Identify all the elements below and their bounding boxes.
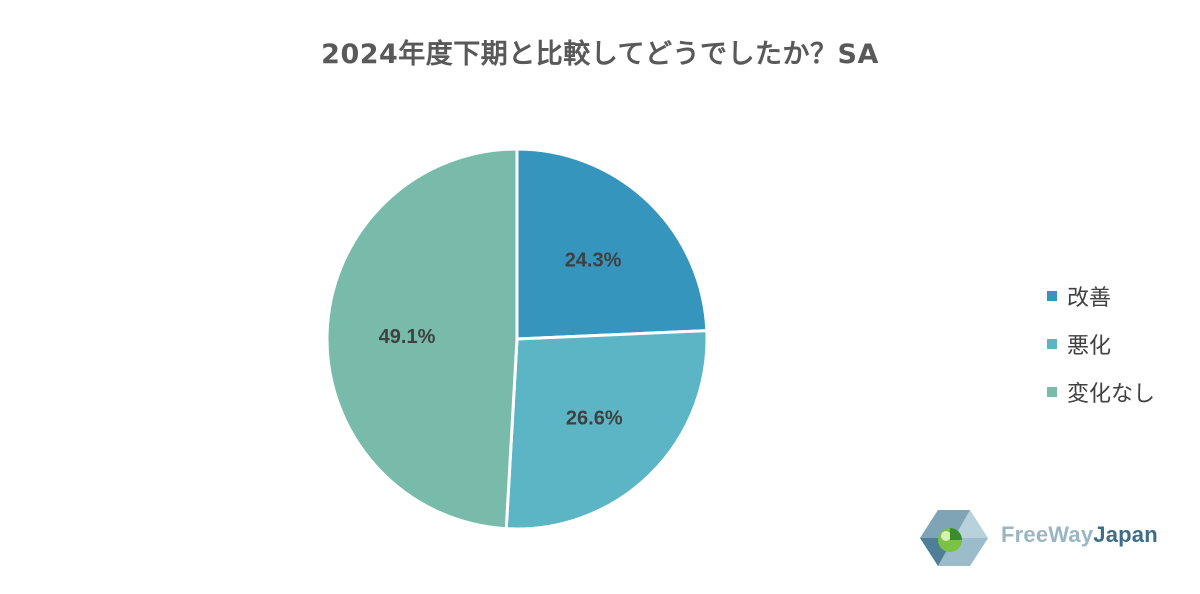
legend-label: 改善: [1067, 286, 1112, 311]
slice-data-label: 49.1%: [379, 326, 436, 348]
freewayjapan-logo: FreeWayJapan: [914, 506, 1174, 570]
legend-label: 悪化: [1067, 334, 1112, 359]
slice-data-label: 26.6%: [566, 407, 623, 429]
legend-item-henka-nashi: 変化なし: [1047, 368, 1155, 416]
pie-slice: [325, 147, 519, 531]
legend-swatch: [1047, 291, 1057, 301]
legend-item-kaizen: 改善: [1047, 272, 1155, 320]
pie-slice: [515, 147, 709, 341]
logo-mark-icon: [920, 510, 988, 566]
legend-swatch: [1047, 387, 1057, 397]
logo-wordmark: FreeWayJapan: [1001, 522, 1158, 548]
legend: 改善 悪化 変化なし: [1047, 272, 1155, 416]
logo-text-part1: FreeWay: [1001, 522, 1094, 547]
legend-item-akka: 悪化: [1047, 320, 1155, 368]
logo-text-part2: Japan: [1093, 522, 1158, 547]
chart-title: 2024年度下期と比較してどうでしたか？SA: [321, 39, 879, 70]
legend-swatch: [1047, 339, 1057, 349]
slice-data-label: 24.3%: [565, 250, 622, 272]
pie-slice: [504, 329, 709, 531]
legend-label: 変化なし: [1067, 382, 1156, 407]
